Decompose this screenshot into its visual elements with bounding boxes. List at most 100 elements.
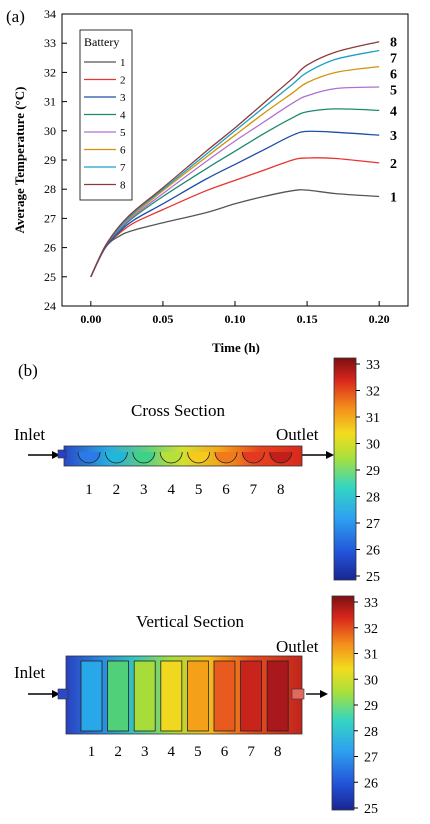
vertical-cell-2 [107, 660, 129, 732]
vertical-cbar-label: 25 [364, 802, 378, 817]
vertical-cell-1 [80, 660, 103, 732]
x-tick-label: 0.00 [80, 312, 101, 326]
legend-label-1: 1 [120, 57, 126, 69]
vertical-cbar-label: 30 [364, 673, 378, 688]
cross-cbar-label: 32 [366, 385, 380, 400]
cross-inlet-arrow [28, 451, 60, 459]
series-end-label-6: 6 [390, 68, 397, 83]
cross-cbar-label: 26 [366, 544, 380, 559]
cross-inlet-label: Inlet [14, 425, 45, 444]
vertical-cell-label: 1 [88, 744, 96, 760]
vertical-cell-8 [266, 660, 289, 732]
x-tick-label: 0.10 [225, 312, 246, 326]
x-tick-label: 0.05 [152, 312, 173, 326]
vertical-cell-7 [240, 660, 263, 732]
cross-cbar-label: 31 [366, 411, 380, 426]
cross-cell-label: 4 [167, 482, 175, 498]
y-axis-ticks: 24 25 26 27 28 29 30 31 32 33 34 [44, 7, 67, 313]
y-tick-label: 24 [44, 299, 56, 313]
vertical-cbar-label: 29 [364, 699, 378, 714]
cross-cbar-label: 29 [366, 464, 380, 479]
vertical-cell-label: 3 [141, 744, 149, 760]
vertical-cbar-label: 26 [364, 776, 378, 791]
vertical-cell-3 [133, 660, 156, 732]
cross-cbar-label: 28 [366, 491, 380, 506]
vertical-cbar-label: 33 [364, 596, 378, 611]
cross-cell-2 [105, 451, 128, 464]
vertical-colorbar-ticks: 33 32 31 30 29 28 27 26 25 [354, 596, 378, 817]
y-tick-label: 34 [44, 7, 56, 21]
cross-cell-4 [159, 451, 183, 464]
cross-outlet-label: Outlet [276, 425, 319, 444]
cross-cell-label: 7 [250, 482, 258, 498]
series-line-7 [90, 49, 380, 278]
vertical-cell-label: 7 [247, 744, 255, 760]
series-end-label-2: 2 [390, 157, 397, 172]
cross-cbar-label: 25 [366, 570, 380, 585]
cross-channel-in [57, 449, 67, 459]
cross-cell-label: 2 [113, 482, 121, 498]
series-line-4 [90, 108, 380, 278]
x-tick-label: 0.20 [369, 312, 390, 326]
vertical-cell-label: 5 [194, 744, 202, 760]
cross-outlet-arrow [302, 451, 334, 459]
vertical-outlet-arrow [306, 690, 328, 698]
cross-cell-label: 8 [277, 482, 285, 498]
y-tick-label: 27 [44, 211, 56, 225]
series-end-label-5: 5 [390, 84, 397, 99]
x-axis-ticks: 0.00 0.05 0.10 0.15 0.20 [80, 301, 390, 326]
panel-b-label: (b) [18, 361, 38, 380]
cross-section-diagram: Cross Section Inlet Outlet 1 2 3 4 5 6 7 8 33 32… [14, 357, 380, 585]
cross-colorbar-ticks: 33 32 31 30 29 28 27 26 25 [356, 358, 380, 585]
vertical-cell-label: 8 [274, 744, 282, 760]
y-tick-label: 25 [44, 270, 56, 284]
vertical-cbar-label: 31 [364, 648, 378, 663]
cross-cell-label: 6 [222, 482, 230, 498]
vertical-channel-out [291, 688, 305, 700]
cross-cell-label: 5 [195, 482, 203, 498]
cross-colorbar [333, 357, 357, 581]
vertical-cbar-label: 32 [364, 622, 378, 637]
cross-cells [77, 451, 293, 464]
legend-title: Battery [84, 35, 119, 49]
cross-cell-7 [242, 451, 265, 464]
y-tick-label: 26 [44, 241, 56, 255]
legend-items: 1 2 3 4 5 6 7 8 [84, 57, 126, 192]
legend-label-7: 7 [120, 162, 126, 174]
series-end-label-4: 4 [390, 104, 397, 119]
y-tick-label: 29 [44, 153, 56, 167]
y-axis-label: Average Temperature (°C) [12, 87, 27, 234]
vertical-cbar-label: 28 [364, 725, 378, 740]
y-tick-label: 30 [44, 124, 56, 138]
series-line-2 [90, 157, 380, 278]
vertical-cells [80, 660, 289, 732]
vertical-cbar-label: 27 [364, 751, 378, 766]
y-tick-label: 32 [44, 65, 56, 79]
vertical-inlet-label: Inlet [14, 663, 45, 682]
legend: Battery 1 2 3 4 5 6 7 8 [79, 29, 133, 201]
vertical-cell-6 [213, 660, 236, 732]
vertical-section-title: Vertical Section [136, 612, 245, 631]
legend-label-2: 2 [120, 75, 126, 87]
x-axis-label: Time (h) [212, 340, 260, 355]
cross-cell-5 [187, 451, 210, 464]
y-tick-label: 28 [44, 182, 56, 196]
legend-label-3: 3 [120, 92, 126, 104]
series-line-6 [90, 65, 380, 278]
vertical-colorbar [331, 595, 355, 811]
legend-label-6: 6 [120, 145, 126, 157]
vertical-inlet-arrow [28, 690, 60, 698]
cross-cell-1 [77, 451, 101, 464]
series-line-5 [90, 86, 380, 278]
cross-cbar-label: 30 [366, 438, 380, 453]
vertical-outlet-label: Outlet [276, 637, 319, 656]
vertical-cell-label: 2 [114, 744, 122, 760]
vertical-section-diagram: Vertical Section Inlet Outlet 1 2 3 4 5 6 7 8 3… [14, 595, 378, 817]
vertical-pack-body [65, 655, 303, 735]
series-end-label-3: 3 [390, 129, 397, 144]
cross-cell-labels: 1 2 3 4 5 6 7 8 [85, 482, 284, 498]
cross-cell-6 [214, 451, 238, 464]
cross-cell-3 [132, 451, 156, 464]
